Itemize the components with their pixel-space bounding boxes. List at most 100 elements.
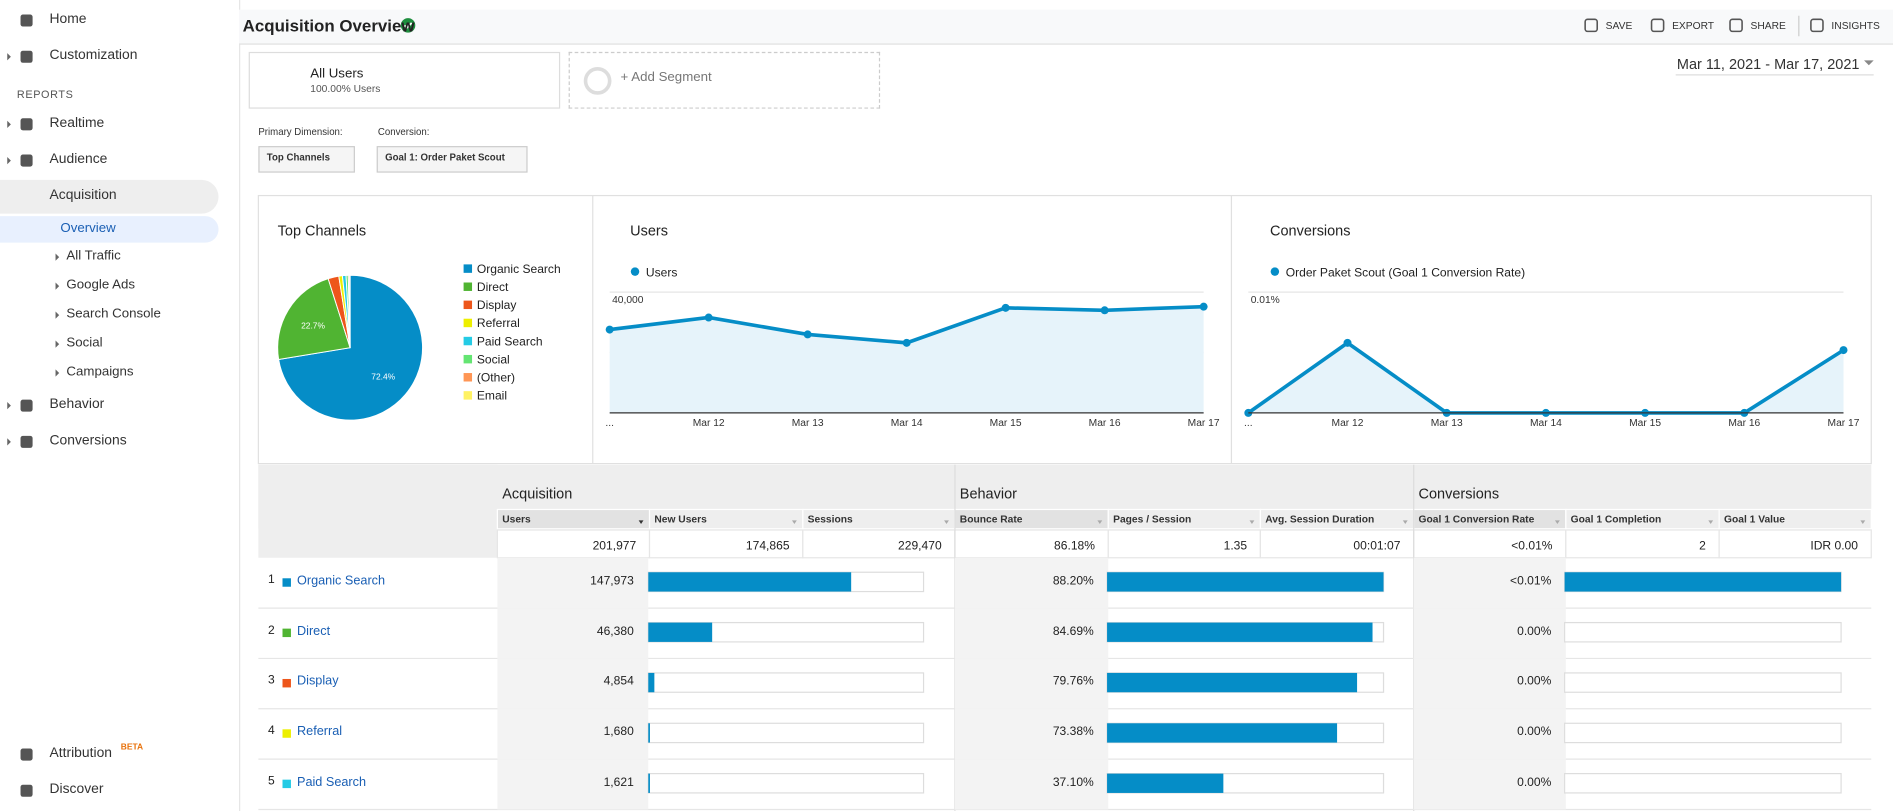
bar-track (647, 773, 925, 794)
y-tick-label: 0.01% (1251, 295, 1280, 306)
total-cell (1718, 529, 1872, 559)
row-swatch (282, 578, 291, 587)
sort-icon (1860, 520, 1866, 524)
chart-title: Users (630, 223, 668, 239)
row-rank: 4 (268, 724, 275, 738)
users-value: 4,854 (603, 675, 634, 689)
action-button[interactable]: SHARE (1750, 19, 1786, 32)
pie-slice (277, 278, 351, 361)
date-range[interactable]: Mar 11, 2021 - Mar 17, 2021 (1676, 55, 1860, 73)
action-button[interactable]: SAVE (1605, 19, 1633, 32)
total-cell (1413, 529, 1567, 559)
nav-icon (20, 748, 33, 761)
row-swatch (282, 678, 291, 688)
point (1100, 306, 1109, 315)
conversion-value: 0.00% (1517, 776, 1552, 790)
column-name[interactable]: Goal 1 Completion (1570, 513, 1662, 526)
channel-link[interactable]: Direct (296, 623, 331, 639)
nav-selected-bg (0, 179, 219, 214)
nav-sub-item[interactable]: Social (66, 335, 103, 351)
bounce-value: 84.69% (1052, 624, 1094, 639)
add-segment-ring (583, 67, 612, 95)
expand-caret (55, 369, 60, 377)
column-name[interactable]: Goal 1 Conversion Rate (1418, 513, 1535, 526)
segment-card[interactable] (248, 51, 561, 109)
total-cell (802, 529, 956, 559)
nav-sub-item[interactable]: Google Ads (66, 277, 136, 293)
column-group: Conversions (1418, 485, 1500, 503)
highlight-cell (954, 658, 1109, 709)
channel-link[interactable]: Organic Search (296, 573, 386, 588)
action-icon (1810, 18, 1824, 33)
x-tick-label: Mar 12 (693, 418, 725, 429)
legend-dot (1270, 267, 1280, 276)
expand-caret (55, 340, 60, 348)
sort-icon (791, 520, 797, 524)
add-segment-card[interactable] (568, 51, 881, 109)
legend-label: Display (477, 298, 517, 312)
column-group: Behavior (959, 485, 1017, 503)
primary-select[interactable] (258, 146, 355, 173)
expand-caret (7, 156, 11, 165)
nav-sub-item[interactable]: All Traffic (66, 248, 121, 264)
nav-sub-item[interactable]: Search Console (66, 306, 161, 322)
row-swatch (282, 729, 291, 738)
expand-caret (7, 402, 11, 410)
nav-item[interactable]: Discover (49, 782, 104, 797)
date-caret (1864, 60, 1874, 66)
nav-item[interactable]: Home (49, 12, 87, 27)
x-tick-label: Mar 13 (792, 418, 824, 429)
column-name[interactable]: Pages / Session (1113, 513, 1192, 526)
column-name[interactable]: Avg. Session Duration (1265, 513, 1375, 526)
nav-section: REPORTS (16, 88, 74, 101)
highlight-cell (954, 759, 1109, 810)
column-name[interactable]: Sessions (807, 513, 853, 526)
conversion-label: Conversion: (377, 126, 430, 138)
column-group: Acquisition (502, 485, 573, 503)
nav-item[interactable]: Conversions (49, 433, 127, 448)
legend-label: Email (477, 389, 507, 403)
row-rank: 3 (268, 674, 275, 688)
column-name[interactable]: Goal 1 Value (1723, 513, 1786, 526)
column-name[interactable]: Users (502, 513, 531, 526)
primary-label: Primary Dimension: (258, 126, 343, 138)
legend-label: Paid Search (477, 334, 543, 348)
bounce-value: 73.38% (1052, 725, 1094, 739)
channel-link[interactable]: Paid Search (296, 774, 367, 790)
channel-link[interactable]: Referral (296, 724, 343, 739)
nav-item[interactable]: Customization (49, 48, 138, 63)
point (803, 330, 812, 339)
nav-item[interactable]: Audience (49, 152, 108, 167)
nav-icon (20, 14, 33, 27)
point (1001, 303, 1010, 312)
action-button[interactable]: INSIGHTS (1831, 19, 1880, 32)
conversion-select[interactable] (376, 146, 528, 173)
row-rank: 1 (268, 573, 275, 587)
nav-item[interactable]: Attribution (49, 746, 113, 761)
legend-label: Users (646, 265, 678, 279)
legend-label: Social (477, 352, 510, 366)
action-button[interactable]: EXPORT (1672, 19, 1715, 32)
bar (1107, 672, 1358, 693)
nav-item[interactable]: Acquisition (49, 188, 117, 203)
total-value: 00:01:07 (1353, 539, 1401, 553)
nav-sub-item[interactable]: Campaigns (66, 364, 134, 380)
x-tick-label: Mar 12 (1332, 418, 1364, 429)
bar-track (647, 722, 925, 744)
nav-item[interactable]: Behavior (49, 397, 105, 412)
bar (1107, 723, 1338, 743)
highlight-cell (954, 557, 1109, 609)
column-name[interactable]: Bounce Rate (959, 513, 1023, 526)
channel-link[interactable]: Display (296, 674, 339, 689)
nav-item[interactable]: Realtime (49, 115, 105, 131)
x-tick-label: Mar 13 (1431, 418, 1463, 429)
nav-sub-item[interactable]: Overview (60, 220, 116, 236)
bar-track (1564, 672, 1842, 693)
highlight-cell (1413, 658, 1566, 709)
add-segment[interactable]: + Add Segment (620, 70, 712, 85)
legend-label: (Other) (477, 370, 515, 384)
conversion-value: Goal 1: Order Paket Scout (385, 152, 505, 163)
column-name[interactable]: New Users (654, 513, 707, 526)
sort-icon (1402, 520, 1408, 524)
total-value: 174,865 (745, 539, 790, 553)
